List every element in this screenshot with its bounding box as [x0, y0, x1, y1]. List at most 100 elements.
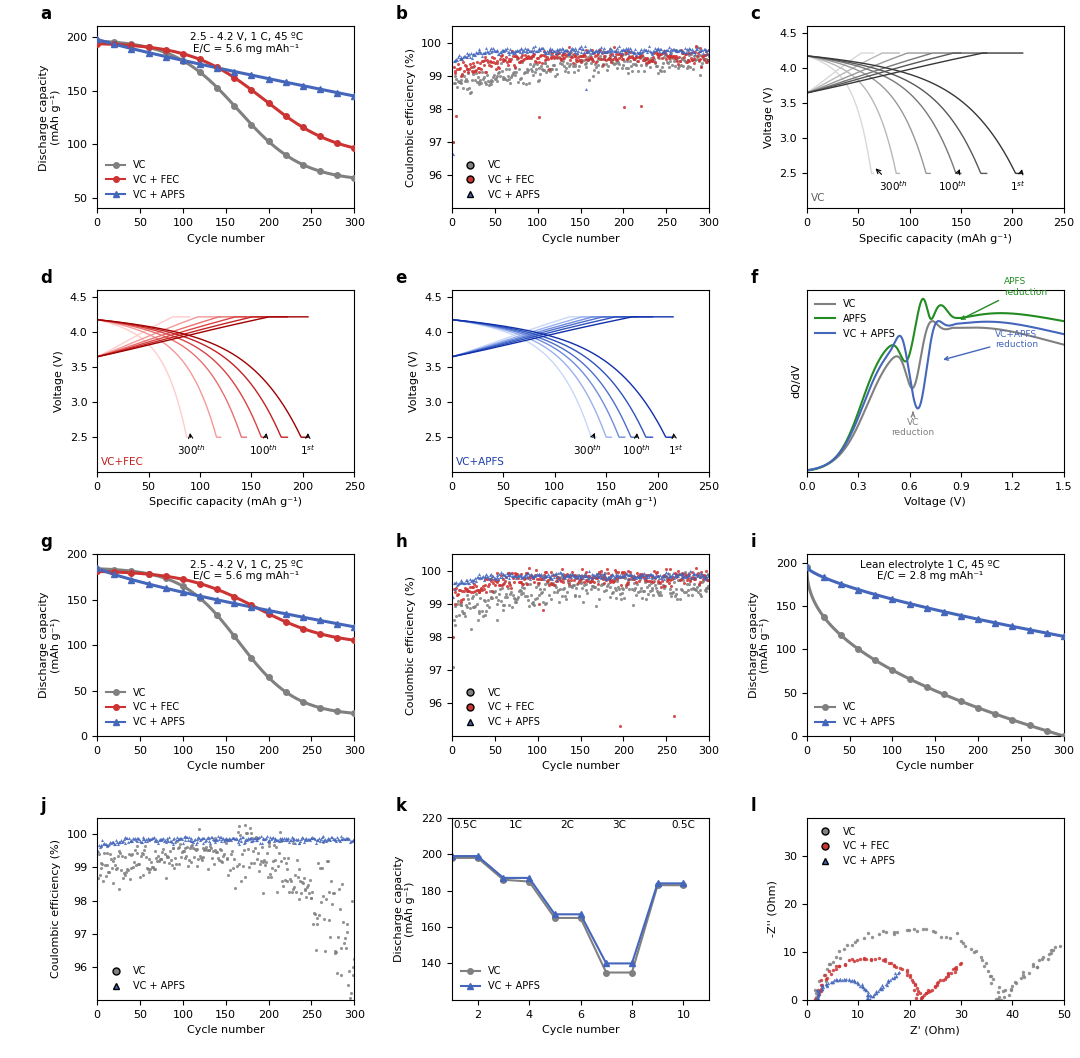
Point — [512, 582, 529, 599]
Point — [694, 570, 712, 587]
Point — [663, 585, 680, 602]
VC — [1001, 325, 1014, 338]
Point — [120, 845, 137, 862]
Point — [625, 574, 643, 591]
Point — [500, 564, 517, 581]
Point — [636, 50, 653, 67]
Point — [338, 829, 355, 846]
Point — [228, 858, 245, 875]
Point — [622, 49, 639, 66]
Point — [473, 63, 490, 80]
Point — [460, 595, 477, 612]
Point — [688, 582, 705, 599]
Point — [654, 54, 672, 71]
Point — [690, 566, 707, 583]
Point — [491, 568, 509, 585]
Point — [654, 567, 672, 584]
Point — [573, 561, 591, 578]
Point — [490, 585, 508, 602]
Point — [531, 566, 549, 583]
Y-axis label: Voltage (V): Voltage (V) — [409, 350, 419, 413]
Point — [671, 572, 688, 589]
Point — [647, 40, 664, 57]
Point — [133, 844, 150, 861]
Point — [1021, 964, 1038, 981]
Point — [551, 594, 568, 610]
Point — [595, 48, 612, 65]
Point — [622, 58, 639, 75]
Point — [510, 50, 527, 67]
Point — [612, 48, 630, 65]
Point — [619, 40, 636, 57]
Point — [278, 872, 295, 889]
Point — [215, 829, 232, 846]
Point — [686, 565, 703, 582]
Point — [512, 39, 529, 56]
Point — [513, 52, 530, 69]
Point — [670, 55, 687, 72]
Point — [484, 590, 501, 607]
Point — [170, 831, 187, 847]
Text: 3C: 3C — [612, 820, 626, 829]
Point — [231, 818, 248, 835]
Point — [650, 50, 667, 67]
Point — [501, 566, 518, 583]
Point — [517, 565, 535, 582]
Point — [567, 568, 584, 585]
Point — [982, 967, 999, 984]
Point — [518, 40, 536, 57]
Point — [659, 48, 676, 65]
Point — [311, 906, 328, 923]
Point — [269, 832, 286, 849]
Point — [464, 587, 482, 604]
Point — [689, 44, 706, 61]
Point — [509, 566, 526, 583]
Point — [606, 49, 623, 66]
Point — [528, 50, 545, 67]
Point — [453, 597, 470, 614]
Point — [504, 44, 522, 61]
Point — [617, 42, 634, 59]
Point — [456, 583, 473, 600]
Point — [148, 850, 165, 867]
Point — [675, 572, 692, 589]
Point — [535, 602, 552, 619]
Point — [206, 841, 224, 858]
Point — [314, 834, 332, 851]
Point — [819, 978, 836, 995]
Y-axis label: Discharge capacity
(mAh g⁻¹): Discharge capacity (mAh g⁻¹) — [394, 856, 416, 962]
Point — [256, 831, 273, 847]
Point — [154, 829, 172, 846]
Point — [475, 581, 492, 598]
Point — [248, 829, 266, 846]
Point — [688, 41, 705, 58]
Point — [605, 572, 622, 589]
Point — [472, 54, 489, 71]
Text: 1$^{st}$: 1$^{st}$ — [1010, 170, 1026, 193]
Point — [643, 52, 660, 69]
Point — [519, 48, 537, 65]
Point — [813, 981, 831, 998]
Point — [609, 40, 626, 57]
Point — [530, 59, 548, 76]
Point — [622, 566, 639, 583]
Point — [853, 975, 870, 992]
Point — [170, 838, 187, 855]
Point — [972, 949, 989, 966]
Point — [505, 48, 523, 65]
Point — [475, 571, 492, 588]
Point — [463, 71, 481, 88]
Point — [567, 48, 584, 65]
Point — [106, 836, 123, 853]
Point — [677, 584, 694, 601]
Point — [650, 568, 667, 585]
Point — [875, 979, 892, 996]
Point — [346, 951, 363, 968]
Point — [171, 855, 188, 872]
Point — [535, 40, 552, 57]
Point — [860, 987, 877, 1004]
Point — [288, 852, 306, 869]
Text: g: g — [41, 533, 53, 551]
Point — [831, 971, 848, 988]
Point — [883, 969, 901, 986]
